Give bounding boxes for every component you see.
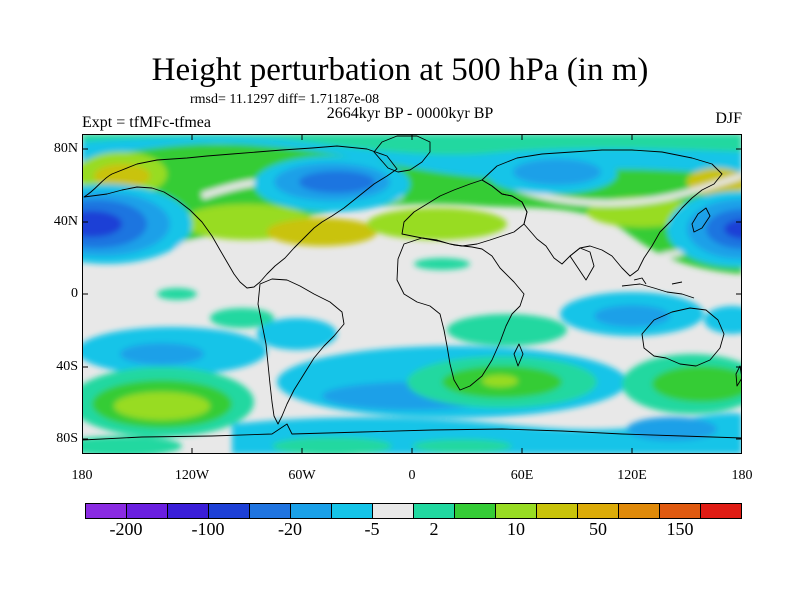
lon-label-180-right: 180 [731,468,753,483]
lat-label-80s: 80S [56,431,78,446]
lon-label-120e: 120E [617,468,647,483]
indonesia-outline [621,277,695,299]
map-plot [82,134,742,454]
colorbar-swatch [167,504,208,518]
colorbar-swatch [659,504,700,518]
lon-label-120w: 120W [174,468,210,483]
colorbar-swatch [413,504,454,518]
stats-text: rmsd= 11.1297 diff= 1.71187e-08 [190,92,380,107]
colorbar-label-minus100: -100 [191,519,225,539]
colorbar-label-50: 50 [589,519,607,539]
colorbar-swatch [536,504,577,518]
new-zealand-outline [735,365,742,387]
colorbar-swatch [454,504,495,518]
chart-title: Height perturbation at 500 hPa (in m) [151,52,649,88]
coastlines [82,135,742,441]
lat-label-40s: 40S [56,359,78,374]
lat-label-40n: 40N [53,214,78,229]
colorbar-swatch [86,504,126,518]
colorbar-label-minus200: -200 [109,519,143,539]
greenland-outline [373,135,431,173]
axis-ticks [82,134,742,454]
south-america-outline [257,278,345,425]
season-label: DJF [715,110,742,127]
japan-outline [691,207,711,233]
lon-label-60w: 60W [288,468,316,483]
colorbar-swatch [577,504,618,518]
colorbar-label-10: 10 [507,519,525,539]
period-label: 2664kyr BP - 0000kyr BP [326,105,494,122]
australia-outline [641,307,725,367]
colorbar-swatch [618,504,659,518]
colorbar-swatch [208,504,249,518]
colorbar-swatch [495,504,536,518]
experiment-label: Expt = tfMFc-tfmea [82,114,211,131]
colorbar-label-2: 2 [429,519,439,539]
colorbar-swatch [126,504,167,518]
lat-label-80n: 80N [53,141,78,156]
colorbar-label-150: 150 [666,519,694,539]
colorbar-swatch [700,504,741,518]
height-field [82,134,742,454]
colorbar-swatch [331,504,372,518]
antarctica-outline [82,423,742,441]
lon-label-0: 0 [408,468,416,483]
colorbar-swatch [249,504,290,518]
india-outline [569,247,595,281]
colorbar-label-minus5: -5 [364,519,380,539]
africa-outline [396,237,525,391]
colorbar-swatch [290,504,331,518]
colorbar [85,503,742,519]
lon-label-60e: 60E [510,468,534,483]
colorbar-label-minus20: -20 [278,519,302,539]
lon-label-180-left: 180 [71,468,93,483]
lat-label-0: 0 [71,286,78,301]
madagascar-outline [513,343,524,367]
north-america-outline [83,145,398,289]
asia-outline [481,149,723,277]
colorbar-swatch [372,504,413,518]
